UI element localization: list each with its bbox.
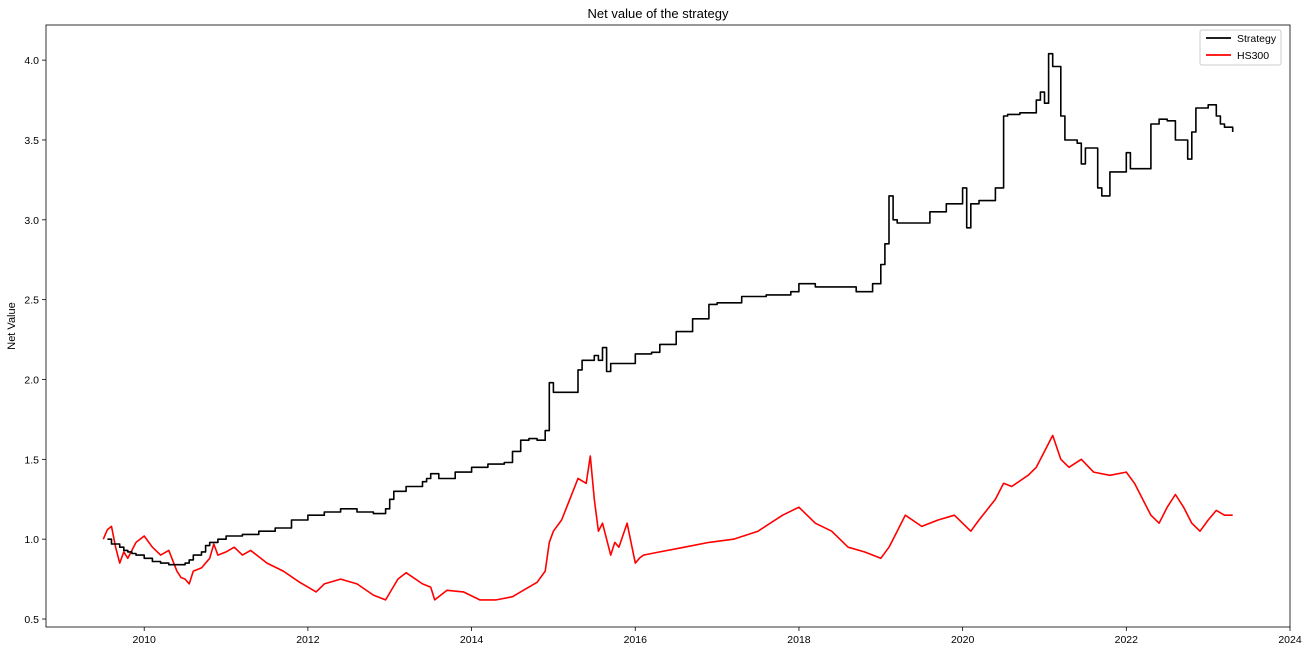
- y-tick-label: 2.0: [24, 374, 39, 386]
- y-tick-label: 1.5: [24, 454, 39, 466]
- y-tick-label: 0.5: [24, 614, 39, 626]
- legend-label-hs300: HS300: [1237, 50, 1269, 62]
- x-tick-label: 2012: [296, 634, 320, 646]
- y-tick-label: 1.0: [24, 534, 39, 546]
- plot-frame: [45, 24, 1291, 628]
- y-axis-label: Net Value: [6, 302, 18, 350]
- series-line-hs300: [102, 434, 1233, 601]
- x-axis: 2010 2012 2014 2016 2018 2020 2022 2024: [133, 627, 1302, 646]
- y-tick-label: 4.0: [24, 55, 39, 67]
- x-tick-label: 2018: [787, 634, 811, 646]
- x-tick-label: 2022: [1115, 634, 1139, 646]
- y-tick-label: 3.0: [24, 215, 39, 227]
- x-tick-label: 2016: [624, 634, 648, 646]
- series-layer: [102, 52, 1234, 601]
- y-axis: 0.5 1.0 1.5 2.0 2.5 3.0 3.5 4.0: [24, 55, 46, 626]
- y-tick-label: 2.5: [24, 295, 39, 307]
- legend: Strategy HS300: [1199, 29, 1282, 66]
- series-line-strategy: [107, 52, 1234, 566]
- y-tick-label: 3.5: [24, 135, 39, 147]
- chart-title: Net value of the strategy: [588, 6, 729, 21]
- x-tick-label: 2020: [951, 634, 975, 646]
- legend-label-strategy: Strategy: [1237, 33, 1277, 45]
- x-tick-label: 2024: [1278, 634, 1302, 646]
- x-tick-label: 2014: [460, 634, 484, 646]
- x-tick-label: 2010: [133, 634, 157, 646]
